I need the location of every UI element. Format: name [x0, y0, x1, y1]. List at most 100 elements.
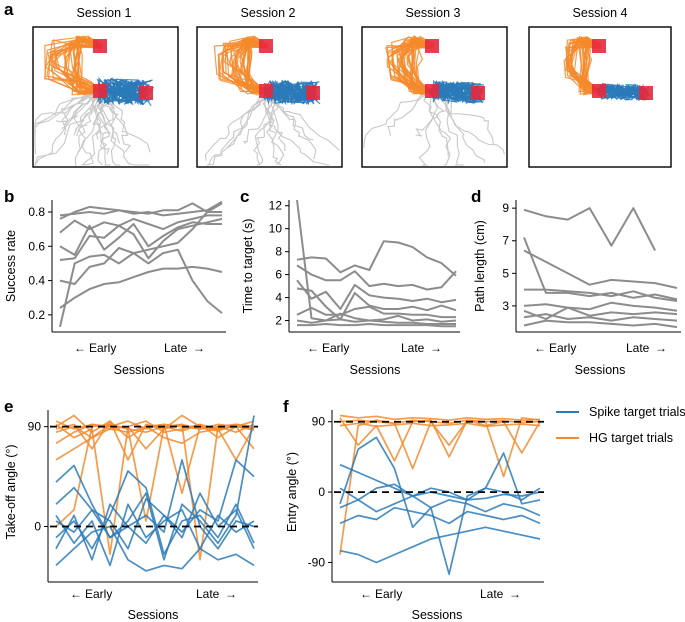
- chart-f-ytick-label: 90: [312, 415, 326, 429]
- chart-f-xlabel: Sessions: [412, 608, 463, 622]
- chart-b-series-s8: [59, 202, 223, 328]
- trajectory-gray: [253, 90, 271, 166]
- chart-d-late-arrow: →: [655, 341, 667, 355]
- chart-b-early-label: Early: [89, 341, 116, 355]
- chart-c-early-arrow: ←: [307, 341, 319, 355]
- chart-c: 2 4 6 8 10 12 Time to target (s) ← Early Late…: [241, 199, 460, 377]
- trajectory-hg: [583, 44, 600, 96]
- trajectories-session-3: [363, 35, 505, 166]
- chart-f-ticks: -90 0 90: [308, 415, 332, 569]
- chart-c-series-s6: [296, 305, 456, 319]
- session-frame-2: [196, 26, 343, 168]
- panel-label-d: d: [471, 187, 481, 206]
- chart-b-ticks: 0.2 0.4 0.6 0.8: [28, 205, 52, 322]
- trajectory-gray: [61, 90, 101, 129]
- session-panel-2: [196, 26, 343, 168]
- target-square: [259, 39, 273, 53]
- chart-b-series-s3: [59, 214, 222, 234]
- trajectory-gray: [55, 90, 97, 123]
- chart-d-series-s4: [524, 288, 678, 302]
- chart-f-series-sp2: [339, 436, 541, 576]
- chart-f-series-sp4: [339, 495, 541, 517]
- trajectory-gray: [418, 90, 438, 166]
- session-panel-3: [361, 26, 508, 168]
- session-title-1: Session 1: [77, 6, 132, 20]
- chart-e-series-sp5: [55, 459, 255, 550]
- trajectory-spike: [600, 83, 646, 100]
- chart-d-series-s6: [523, 306, 678, 320]
- chart-e-ticks: 0 90: [28, 420, 48, 534]
- chart-c-ytick-label: 10: [269, 222, 283, 236]
- session-title-2: Session 2: [241, 6, 296, 20]
- chart-f: -90 0 90 Entry angle (°) ← Early Late → Se…: [285, 410, 544, 622]
- chart-e-series-sp7: [55, 486, 255, 550]
- chart-e-series-hg8: [55, 425, 255, 461]
- chart-e-ytick-label: 0: [34, 520, 41, 534]
- trajectory-hg: [63, 35, 102, 92]
- trajectory-gray: [34, 90, 99, 166]
- trajectory-gray: [34, 90, 101, 155]
- chart-c-series: [296, 199, 457, 328]
- chart-e-series-hg6: [55, 420, 255, 495]
- chart-b-early-arrow: ←: [74, 341, 86, 355]
- chart-b-ytick-label: 0.6: [28, 239, 45, 253]
- legend-hg-label: HG target trials: [589, 431, 673, 445]
- target-square: [471, 86, 485, 100]
- panel-label-c: c: [240, 187, 249, 206]
- chart-c-ylabel: Time to target (s): [241, 219, 255, 314]
- chart-c-ytick-label: 8: [275, 245, 282, 259]
- trajectory-gray: [206, 90, 265, 166]
- trajectory-hg: [50, 46, 101, 93]
- target-square: [425, 84, 439, 98]
- trajectory-gray: [208, 90, 271, 166]
- panel-label-e: e: [4, 397, 13, 416]
- trajectory-hg: [76, 44, 101, 92]
- trajectory-gray: [80, 90, 104, 166]
- trajectory-spike: [432, 81, 475, 102]
- panel-label-b: b: [4, 187, 14, 206]
- trajectory-hg: [222, 37, 267, 92]
- trajectory-gray: [261, 90, 340, 152]
- chart-f-ytick-label: -90: [308, 555, 326, 569]
- chart-f-ylabel: Entry angle (°): [285, 452, 299, 532]
- chart-b-ytick-label: 0.4: [28, 274, 45, 288]
- chart-e-series-sp6: [55, 525, 255, 572]
- trajectory-hg: [397, 39, 434, 96]
- trajectory-gray: [93, 90, 108, 166]
- chart-c-late-arrow: →: [430, 341, 442, 355]
- chart-e-xlabel: Sessions: [128, 608, 179, 622]
- chart-b-ylabel: Success rate: [4, 230, 18, 302]
- trajectory-hg: [52, 39, 101, 92]
- panel-label-f: f: [283, 397, 289, 416]
- chart-d-series-s7: [523, 313, 678, 322]
- chart-f-late-label: Late: [480, 587, 504, 601]
- trajectory-gray: [205, 90, 264, 161]
- trajectory-hg: [75, 37, 103, 92]
- chart-e-late-arrow: →: [225, 587, 237, 601]
- trajectory-hg: [229, 35, 267, 92]
- trajectories-session-2: [205, 35, 340, 166]
- chart-e-reference-lines: [50, 425, 258, 528]
- chart-e-series: [55, 414, 255, 572]
- trajectory-gray: [101, 90, 121, 144]
- legend-spike-label: Spike target trials: [589, 405, 685, 419]
- trajectory-hg: [239, 45, 267, 92]
- chart-c-series-s7: [296, 312, 457, 324]
- chart-d-series-s5: [523, 301, 678, 312]
- chart-e-series-sp1: [55, 415, 255, 561]
- chart-b-series-s6: [59, 247, 223, 314]
- target-square: [425, 39, 439, 53]
- chart-f-series-sp1: [339, 463, 541, 501]
- chart-b-late-label: Late: [164, 341, 188, 355]
- session-frame-3: [361, 26, 508, 168]
- chart-d-ytick-label: 3: [502, 299, 509, 313]
- trajectory-gray: [262, 90, 282, 166]
- trajectories-session-4: [563, 35, 653, 101]
- chart-b-series-s7: [59, 265, 223, 309]
- target-square: [139, 86, 153, 100]
- chart-e-early-arrow: ←: [70, 587, 82, 601]
- trajectory-gray: [100, 90, 150, 166]
- chart-e-late-label: Late: [196, 587, 220, 601]
- chart-c-series-s2: [296, 240, 457, 277]
